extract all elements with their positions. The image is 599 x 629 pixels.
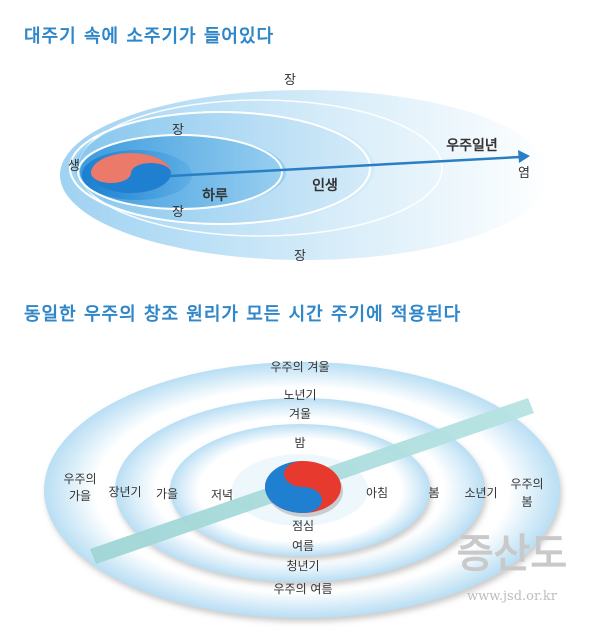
middle-ellipse-outline (69, 111, 371, 225)
label-saeng: 생 (68, 159, 80, 174)
label-jang-inner-bottom: 장 (172, 205, 184, 220)
label-cheongnyeongi: 청년기 (286, 559, 319, 573)
watermark-logo: 증산도 www.jsd.or.kr (457, 530, 567, 604)
label-insaeng: 인생 (312, 177, 338, 194)
label-jang-inner-top: 장 (172, 123, 184, 138)
label-bam: 밤 (294, 436, 305, 450)
label-achim: 아침 (366, 486, 388, 500)
label-sonyeongi: 소년기 (464, 486, 497, 500)
label-haru: 하루 (202, 187, 228, 204)
label-uju-gaeul-line1: 우주의 (63, 472, 96, 486)
label-uju-gaeul-line2: 가을 (69, 489, 91, 503)
label-bom: 봄 (428, 486, 439, 500)
label-nonyeongi: 노년기 (283, 388, 316, 402)
inner-ellipse-outline (77, 134, 283, 210)
label-jeomsim: 점심 (292, 519, 314, 533)
label-uju-ilnyeon: 우주일년 (446, 138, 498, 154)
top-diagram-title: 대주기 속에 소주기가 들어있다 (24, 26, 275, 47)
watermark-url: www.jsd.or.kr (467, 589, 558, 604)
label-jang-outer-bottom: 장 (294, 249, 306, 264)
label-jang-outer-top: 장 (284, 73, 296, 88)
label-uju-bom-line2: 봄 (521, 495, 532, 509)
label-uju-bom-line1: 우주의 (510, 477, 543, 491)
label-gaeul: 가을 (156, 487, 178, 501)
label-jangnyeongi: 장년기 (108, 485, 141, 499)
label-yeoreum: 여름 (292, 539, 314, 553)
label-uju-gyeoul: 우주의 겨울 (270, 360, 329, 374)
top-taeguk-icon (91, 153, 171, 193)
label-yeom: 염 (518, 166, 530, 181)
bottom-diagram-title: 동일한 우주의 창조 원리가 모든 시간 주기에 적용된다 (24, 304, 462, 325)
label-jeonyeok: 저녁 (211, 488, 233, 502)
watermark-text: 증산도 (457, 530, 567, 577)
universe-year-arrow (169, 150, 530, 178)
label-uju-yeoreum: 우주의 여름 (273, 582, 332, 596)
bottom-taeguk-icon (265, 461, 343, 517)
label-gyeoul: 겨울 (289, 407, 311, 421)
